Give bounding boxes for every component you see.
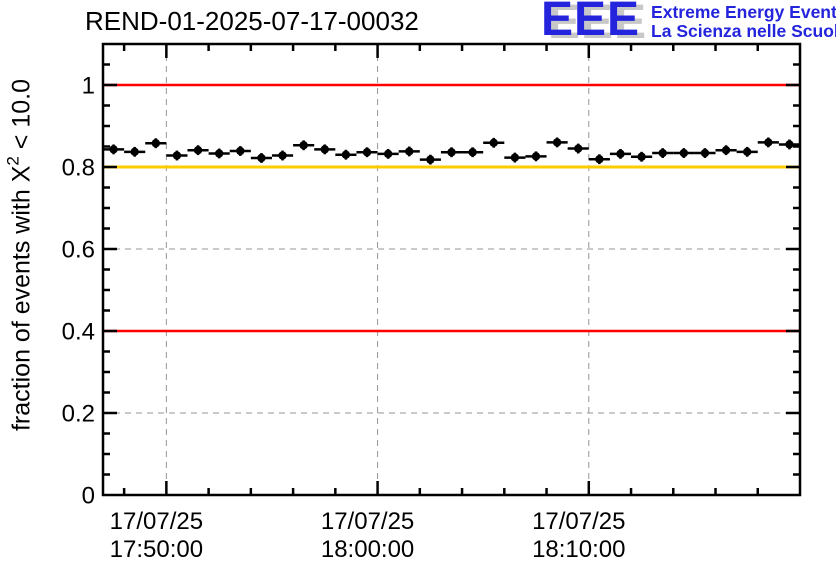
data-point <box>658 148 667 158</box>
data-point <box>193 145 203 155</box>
x-tick-label-date: 17/07/25 <box>532 508 625 535</box>
data-point <box>447 148 456 157</box>
eee-logo-text: Extreme Energy Events La Scienza nelle S… <box>651 3 836 41</box>
y-tick-label: 0 <box>82 482 95 509</box>
data-point <box>764 138 773 147</box>
data-point <box>574 144 583 153</box>
data-point <box>489 138 498 148</box>
eee-logo-line1: Extreme Energy Events <box>651 2 836 22</box>
data-point <box>531 152 541 161</box>
y-tick-label: 0.4 <box>62 318 95 345</box>
data-point <box>742 147 752 157</box>
data-point <box>214 149 224 158</box>
data-point <box>785 140 794 149</box>
data-point <box>468 148 477 157</box>
y-tick-label: 0.6 <box>62 236 95 263</box>
x-tick-label-time: 18:00:00 <box>321 536 414 563</box>
data-point <box>426 155 435 164</box>
x-tick-label-time: 17:50:00 <box>110 536 203 563</box>
data-point <box>383 149 393 159</box>
y-tick-label: 0.8 <box>62 154 95 181</box>
y-tick-label: 1 <box>82 72 95 99</box>
data-point <box>341 150 351 159</box>
data-point <box>172 151 182 160</box>
x-tick-label-date: 17/07/25 <box>321 508 414 535</box>
x-tick-label-date: 17/07/25 <box>110 508 203 535</box>
data-point <box>236 146 245 156</box>
eee-logo-line2: La Scienza nelle Scuole <box>651 21 836 41</box>
eee-logo-letters: EEE <box>541 0 641 46</box>
data-point <box>637 152 646 161</box>
data-point <box>320 145 329 154</box>
data-point <box>278 151 287 160</box>
data-point <box>700 148 710 158</box>
data-point <box>362 148 372 157</box>
data-point <box>721 145 731 155</box>
plot-frame <box>101 42 802 497</box>
data-point <box>405 147 414 156</box>
data-point <box>679 148 689 158</box>
data-point <box>151 139 161 148</box>
data-point <box>552 138 562 147</box>
chart-title: REND-01-2025-07-17-00032 <box>85 6 419 36</box>
data-point <box>616 149 625 159</box>
data-point <box>130 147 139 157</box>
data-point <box>299 141 308 150</box>
data-point <box>595 155 604 164</box>
data-point <box>257 153 266 163</box>
x-tick-label-time: 18:10:00 <box>532 536 625 563</box>
data-point <box>109 145 118 154</box>
data-point <box>510 153 520 162</box>
y-tick-label: 0.2 <box>62 400 95 427</box>
eee-logo: EEE Extreme Energy Events La Scienza nel… <box>541 0 836 45</box>
